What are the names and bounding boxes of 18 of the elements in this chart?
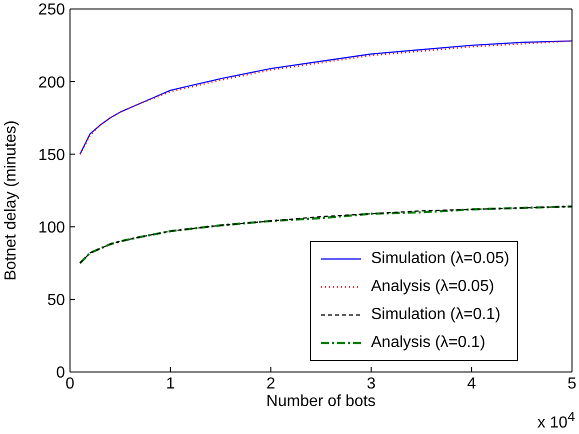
- y-tick-label: 150: [38, 146, 66, 164]
- text: x 10$^{4}$: [537, 408, 575, 432]
- x-tick-label: 3: [366, 375, 376, 392]
- x-tick-label: 5: [568, 375, 577, 392]
- x-axis-title: Number of bots: [266, 393, 376, 410]
- x-tick-label: 2: [266, 375, 276, 392]
- y-axis-title: Botnet delay (minutes): [2, 120, 20, 280]
- legend-label: Simulation (λ=0.1): [371, 306, 500, 324]
- x-tick-label: 1: [166, 375, 175, 392]
- legend-label: Simulation (λ=0.05): [371, 250, 510, 268]
- y-tick-label: 50: [47, 292, 66, 310]
- y-tick-label: 250: [38, 2, 66, 19]
- line-series: [79, 40, 572, 155]
- legend-label: Analysis (λ=0.05): [371, 278, 494, 296]
- y-tick-label: 200: [38, 74, 66, 92]
- y-tick-label: 100: [38, 219, 66, 236]
- legend-label: Analysis (λ=0.1): [371, 334, 486, 352]
- x-tick-label: 4: [467, 375, 476, 392]
